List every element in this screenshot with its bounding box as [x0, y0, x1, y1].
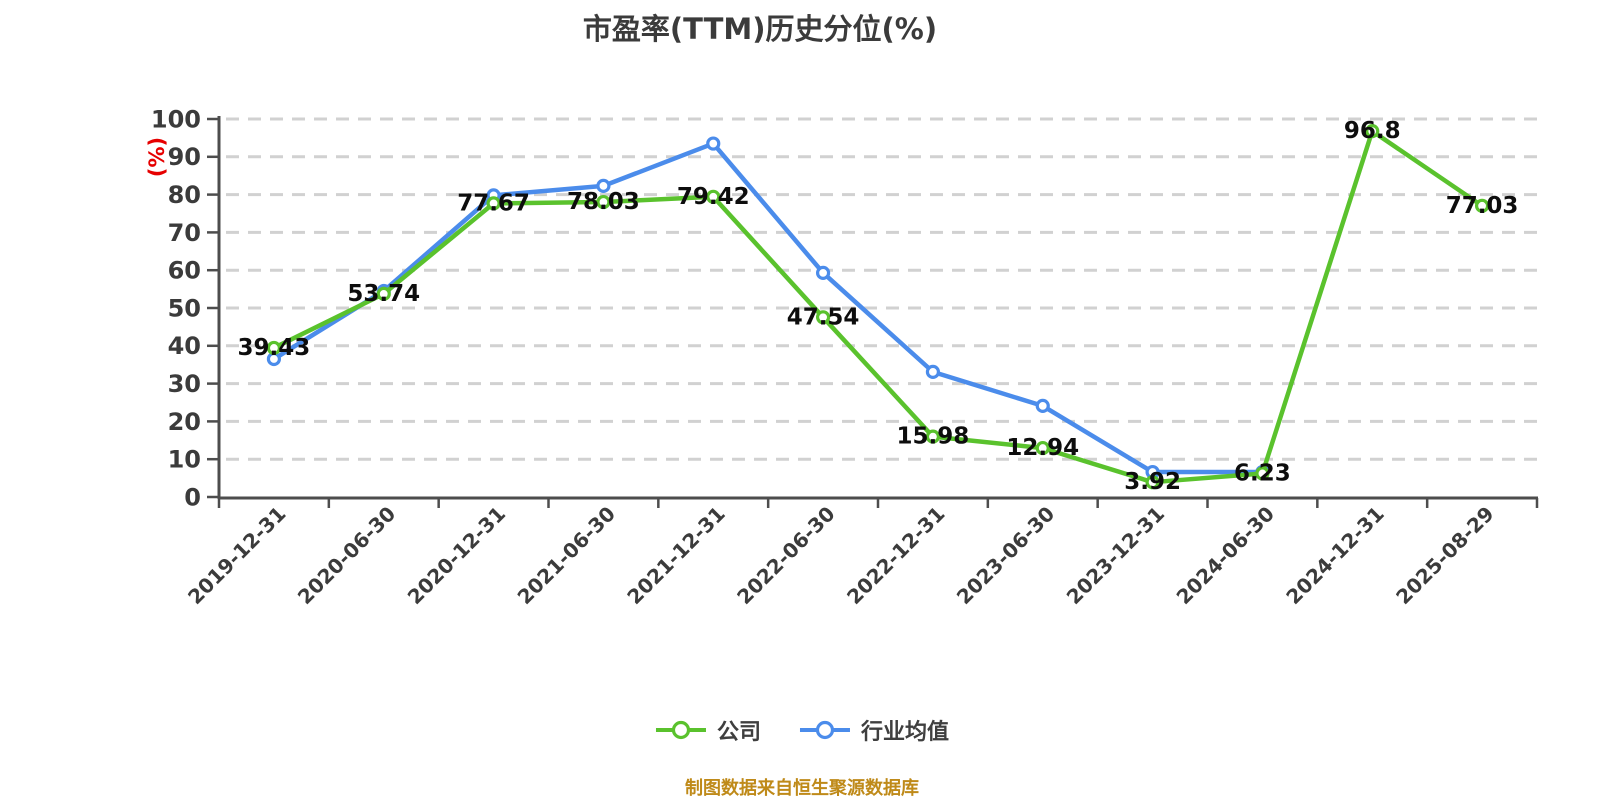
data-point-公司[interactable]: [596, 194, 611, 210]
data-point-公司[interactable]: [815, 310, 831, 325]
y-axis-tick-label: 20: [168, 408, 201, 436]
data-point-公司[interactable]: [706, 189, 721, 204]
data-point-公司[interactable]: [376, 286, 391, 301]
legend-label-industry-average: 行业均值: [861, 720, 950, 745]
x-axis-tick-label: 2021-06-30: [513, 502, 620, 609]
x-axis-tick-label: 2022-06-30: [732, 502, 839, 609]
series-line-公司: [271, 128, 1485, 485]
x-axis-tick-label: 2024-06-30: [1172, 502, 1279, 609]
y-axis-tick-label: 40: [168, 332, 201, 360]
point-value-label: 3.92: [1124, 469, 1181, 495]
x-axis-tick-label: 2021-12-31: [622, 502, 729, 609]
data-point-行业均值[interactable]: [596, 178, 611, 194]
point-value-label: 12.94: [1006, 435, 1079, 461]
legend-label-company: 公司: [716, 720, 761, 745]
y-axis-tick-label: 90: [168, 143, 201, 171]
point-value-label: 53.74: [347, 281, 420, 307]
y-axis-tick-label: 30: [168, 370, 201, 398]
data-point-公司[interactable]: [1365, 123, 1380, 139]
x-axis-tick-label: 2019-12-31: [183, 502, 290, 609]
x-axis-tick-label: 2022-12-31: [842, 502, 949, 609]
series-line-行业均值: [271, 141, 1265, 475]
data-point-公司[interactable]: [1035, 440, 1050, 456]
data-point-行业均值[interactable]: [925, 364, 941, 379]
legend-item-industry-average[interactable]: 行业均值: [799, 714, 949, 746]
industry-line-marker-icon: [800, 720, 850, 740]
data-point-行业均值[interactable]: [815, 265, 831, 280]
data-point-公司[interactable]: [925, 429, 941, 444]
data-point-公司[interactable]: [1145, 475, 1160, 490]
point-value-label: 96.8: [1344, 118, 1401, 144]
point-value-label: 79.42: [677, 184, 750, 210]
point-value-label: 47.54: [787, 304, 860, 330]
y-axis-tick-label: 50: [168, 294, 201, 322]
data-point-行业均值[interactable]: [706, 136, 721, 151]
data-source-note: 制图数据来自恒生聚源数据库: [685, 778, 919, 799]
y-axis-tick-label: 80: [168, 181, 201, 209]
legend: 公司 行业均值: [655, 714, 949, 746]
point-value-label: 6.23: [1234, 461, 1291, 487]
x-axis-tick-label: 2025-08-29: [1391, 502, 1498, 609]
point-value-label: 39.43: [238, 335, 311, 361]
point-value-label: 15.98: [897, 424, 970, 450]
y-axis-tick-label: 60: [168, 257, 201, 285]
y-axis-tick-label: 0: [184, 483, 201, 511]
chart-title: 市盈率(TTM)历史分位(%): [582, 12, 938, 46]
point-value-label: 78.03: [567, 189, 640, 215]
data-point-公司[interactable]: [1474, 198, 1490, 213]
data-point-行业均值[interactable]: [1035, 398, 1050, 414]
data-point-公司[interactable]: [266, 340, 282, 356]
company-line-marker-icon: [655, 720, 706, 740]
data-point-公司[interactable]: [486, 196, 501, 211]
y-axis-tick-label: 70: [168, 219, 201, 247]
y-axis-tick-label: 10: [168, 446, 201, 474]
point-value-label: 77.03: [1446, 193, 1519, 219]
x-axis-tick-label: 2020-06-30: [293, 502, 400, 609]
x-axis-tick-label: 2024-12-31: [1281, 502, 1388, 609]
legend-item-company[interactable]: 公司: [655, 714, 761, 746]
point-value-label: 77.67: [457, 190, 530, 216]
data-point-公司[interactable]: [1255, 466, 1270, 481]
y-axis-tick-label: 100: [151, 105, 201, 133]
x-axis-tick-label: 2023-06-30: [952, 502, 1059, 609]
x-axis-tick-label: 2023-12-31: [1062, 502, 1169, 609]
x-axis-tick-label: 2020-12-31: [403, 502, 510, 609]
